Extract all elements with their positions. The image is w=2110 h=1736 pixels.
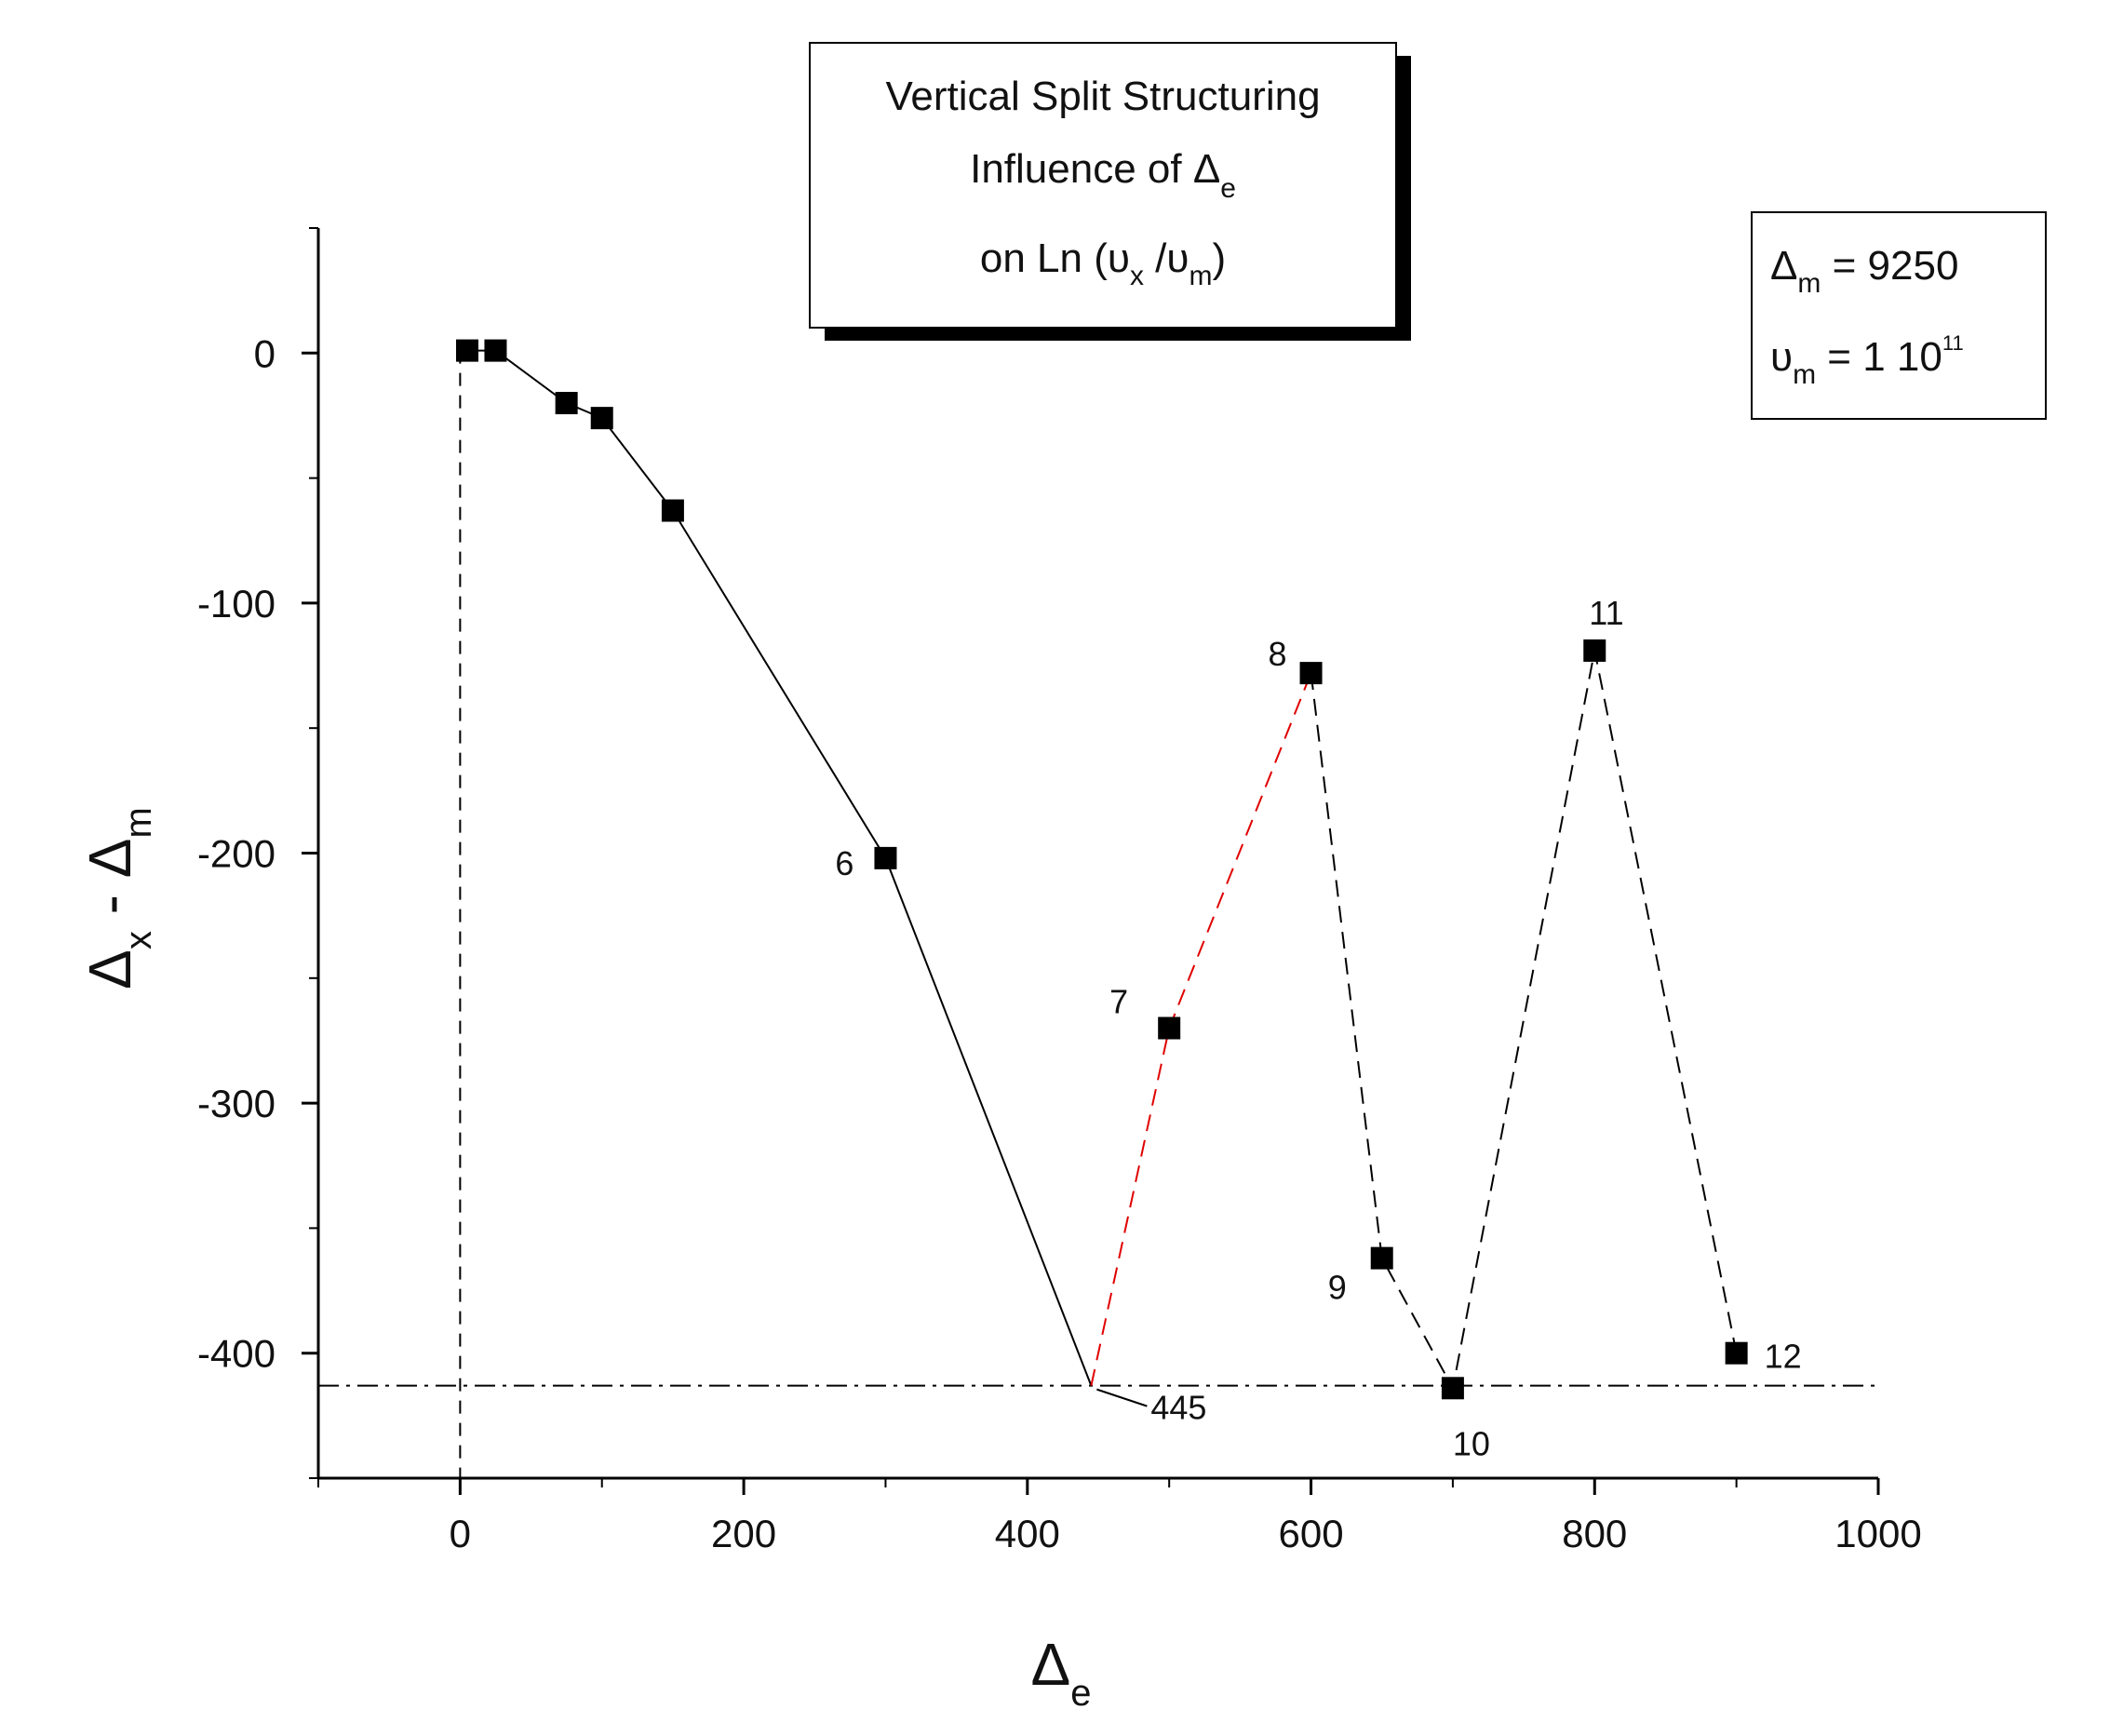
- data-point: [1299, 662, 1323, 685]
- y-tick-label: -400: [197, 1332, 276, 1376]
- data-point: [455, 339, 478, 362]
- series-line: [466, 349, 1093, 1386]
- title-box: Vertical Split Structuring Influence of …: [809, 42, 1411, 341]
- x-tick-label: 400: [995, 1512, 1060, 1555]
- data-point: [555, 392, 578, 415]
- point-label: 6: [835, 844, 853, 882]
- data-point: [874, 846, 897, 869]
- data-point: [1583, 639, 1606, 662]
- reference-lines: [318, 350, 1878, 1478]
- x-tick-label: 1000: [1834, 1512, 1921, 1555]
- series-line: [1310, 650, 1738, 1392]
- point-label: 11: [1589, 594, 1623, 632]
- y-axis-title: Δx - Δm: [76, 807, 159, 989]
- y-tick-label: -200: [197, 832, 276, 876]
- point-label: 12: [1765, 1338, 1802, 1376]
- data-point: [1725, 1341, 1748, 1365]
- annotation-leader: [1096, 1388, 1148, 1407]
- x-tick-label: 600: [1279, 1512, 1344, 1555]
- x-tick-label: 800: [1562, 1512, 1627, 1555]
- title-line-2: Influence of Δe: [970, 146, 1236, 204]
- y-tick-label: -100: [197, 582, 276, 626]
- y-tick-label: -300: [197, 1082, 276, 1125]
- data-point: [661, 499, 684, 522]
- x-tick-label: 200: [711, 1512, 776, 1555]
- data-points: [455, 339, 1748, 1400]
- data-point: [590, 407, 613, 430]
- connecting-lines: [466, 349, 1738, 1392]
- parameter-box: Δm = 9250 υm = 1 1011: [1751, 211, 2047, 420]
- annotation-label: 445: [1150, 1389, 1206, 1427]
- title-line-3: on Ln (υx /υm): [980, 236, 1226, 291]
- point-label: 9: [1328, 1269, 1347, 1307]
- x-tick-label: 0: [450, 1512, 471, 1555]
- data-point: [484, 339, 507, 362]
- title-box-frame: [809, 42, 1397, 329]
- series-line-red: [1090, 672, 1312, 1386]
- data-point: [1370, 1246, 1393, 1270]
- parameter-delta-m: Δm = 9250: [1770, 243, 1958, 299]
- title-line-1: Vertical Split Structuring: [885, 74, 1320, 119]
- point-label: 10: [1453, 1424, 1490, 1462]
- point-label: 8: [1269, 635, 1287, 673]
- point-label: 7: [1109, 983, 1128, 1021]
- data-point: [1158, 1016, 1181, 1040]
- axes: 0 200 400 600 800 1000 0 -100 -200 -300 -400: [197, 227, 1922, 1555]
- y-tick-label: 0: [254, 331, 276, 375]
- data-point: [1441, 1377, 1464, 1400]
- parameter-box-frame: [1751, 211, 2047, 420]
- parameter-upsilon-m: υm = 1 1011: [1770, 331, 1964, 390]
- x-axis-title: Δe: [1031, 1631, 1092, 1714]
- point-labels: 6 7 8 9 10 11 12 445: [835, 594, 1801, 1462]
